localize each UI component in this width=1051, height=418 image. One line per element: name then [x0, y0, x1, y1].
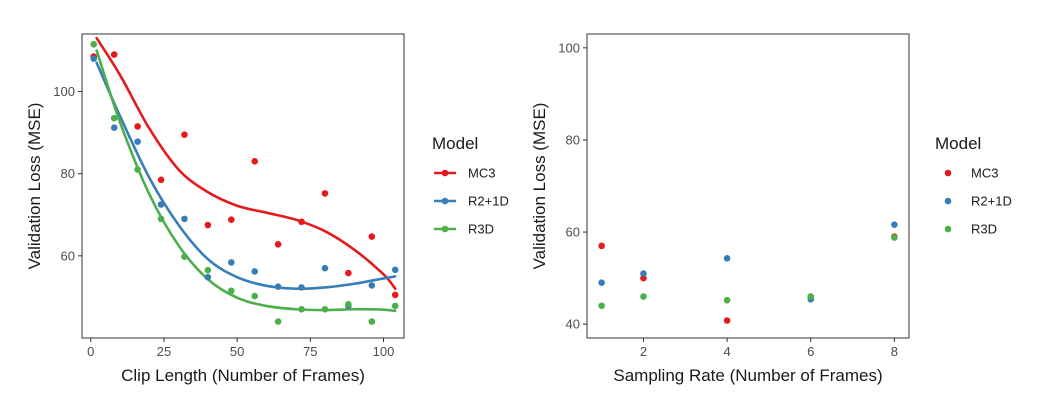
data-point-R3D [807, 293, 815, 300]
y-tick-label: 80 [61, 166, 75, 181]
data-point-R3D [157, 215, 165, 223]
legend: Model MC3 R2+1D R3D [432, 134, 509, 237]
data-point-MC3 [298, 218, 305, 226]
legend-key-point [944, 169, 952, 177]
data-point-R3D [321, 305, 329, 313]
y-tick-label: 100 [558, 40, 580, 55]
data-point-R3D [298, 305, 305, 313]
data-point-R2+1D [598, 279, 605, 287]
legend-label: MC3 [971, 166, 998, 181]
x-tick-label: 6 [807, 344, 814, 359]
chart-panel-clip-length: 0 25 50 75 100 60 80 100 Clip Length (Number of … [25, 33, 509, 385]
series-curve-R3D [95, 49, 397, 313]
data-point-R3D [345, 301, 352, 308]
data-point-MC3 [204, 221, 212, 229]
legend-title: Model [935, 134, 981, 153]
data-point-R3D [204, 266, 212, 274]
x-tick-label: 2 [640, 344, 647, 359]
y-tick-label: 60 [61, 248, 75, 263]
y-tick-label: 60 [566, 225, 580, 240]
data-point-R3D [90, 40, 98, 48]
data-point-R3D [134, 166, 141, 173]
data-point-R2+1D [274, 283, 282, 290]
data-point-R3D [368, 318, 376, 325]
x-tick-label: 75 [303, 344, 317, 359]
data-point-MC3 [181, 131, 188, 138]
data-point-R3D [640, 293, 647, 300]
series-curve-MC3 [95, 36, 397, 290]
x-axis-title: Sampling Rate (Number of Frames) [613, 366, 882, 385]
y-tick-label: 100 [53, 84, 75, 99]
y-tick-label: 80 [566, 132, 580, 147]
data-point-MC3 [110, 51, 118, 58]
data-point-MC3 [251, 158, 259, 165]
data-point-MC3 [345, 269, 352, 277]
data-point-R3D [181, 253, 188, 260]
plot-border [586, 33, 910, 339]
legend-key-point [441, 169, 449, 177]
data-point-R3D [891, 234, 898, 241]
data-point-MC3 [134, 123, 141, 130]
data-point-R2+1D [298, 284, 305, 291]
y-axis-title: Validation Loss (MSE) [530, 103, 549, 270]
legend-title: Model [432, 134, 478, 153]
data-point-R2+1D [321, 264, 329, 272]
data-point-R3D [723, 296, 731, 304]
data-point-MC3 [598, 242, 605, 250]
data-point-R2+1D [134, 138, 141, 145]
data-point-R2+1D [157, 201, 165, 208]
legend-label: MC3 [468, 166, 495, 181]
data-point-R2+1D [391, 266, 399, 274]
data-point-MC3 [368, 233, 376, 240]
data-point-MC3 [391, 291, 399, 299]
data-point-R2+1D [891, 221, 898, 228]
series-curve-R2+1D [95, 61, 397, 291]
plot-border [81, 33, 405, 339]
legend-key-point [441, 197, 449, 205]
legend-label: R2+1D [971, 194, 1012, 209]
data-point-R2+1D [110, 124, 118, 131]
data-point-MC3 [723, 317, 731, 324]
legend-key-point [944, 225, 952, 233]
x-tick-label: 50 [230, 344, 244, 359]
data-point-R2+1D [251, 268, 259, 275]
chart-panel-sampling-rate: 2 4 6 8 40 60 80 100 Sampling Rate (Number of Fr… [530, 33, 1012, 385]
legend: Model MC3 R2+1D R3D [935, 134, 1012, 237]
legend-key-point [944, 197, 952, 205]
y-tick-label: 40 [566, 317, 580, 332]
data-point-R3D [274, 318, 282, 325]
data-point-R3D [251, 292, 259, 300]
data-point-R2+1D [90, 55, 98, 62]
data-point-R2+1D [227, 259, 235, 266]
x-axis-title: Clip Length (Number of Frames) [121, 366, 365, 385]
data-point-R2+1D [181, 215, 188, 223]
data-point-MC3 [227, 216, 235, 223]
data-point-MC3 [321, 190, 329, 197]
data-point-MC3 [157, 176, 165, 184]
data-point-MC3 [640, 274, 647, 282]
x-tick-label: 8 [891, 344, 898, 359]
data-point-MC3 [274, 241, 282, 248]
data-point-R3D [227, 287, 235, 295]
data-point-R2+1D [640, 270, 647, 277]
legend-label: R2+1D [468, 194, 509, 209]
x-tick-label: 100 [373, 344, 395, 359]
data-point-R2+1D [204, 273, 212, 281]
legend-label: R3D [468, 222, 494, 237]
legend-key-point [441, 225, 449, 233]
x-tick-label: 0 [87, 344, 94, 359]
data-point-R3D [598, 302, 605, 310]
data-point-R3D [110, 114, 118, 122]
y-axis-title: Validation Loss (MSE) [25, 103, 44, 270]
data-point-R2+1D [723, 255, 731, 262]
data-point-R3D [391, 302, 399, 310]
data-point-R2+1D [368, 282, 376, 289]
x-tick-label: 4 [723, 344, 730, 359]
legend-label: R3D [971, 222, 997, 237]
x-tick-label: 25 [157, 344, 171, 359]
